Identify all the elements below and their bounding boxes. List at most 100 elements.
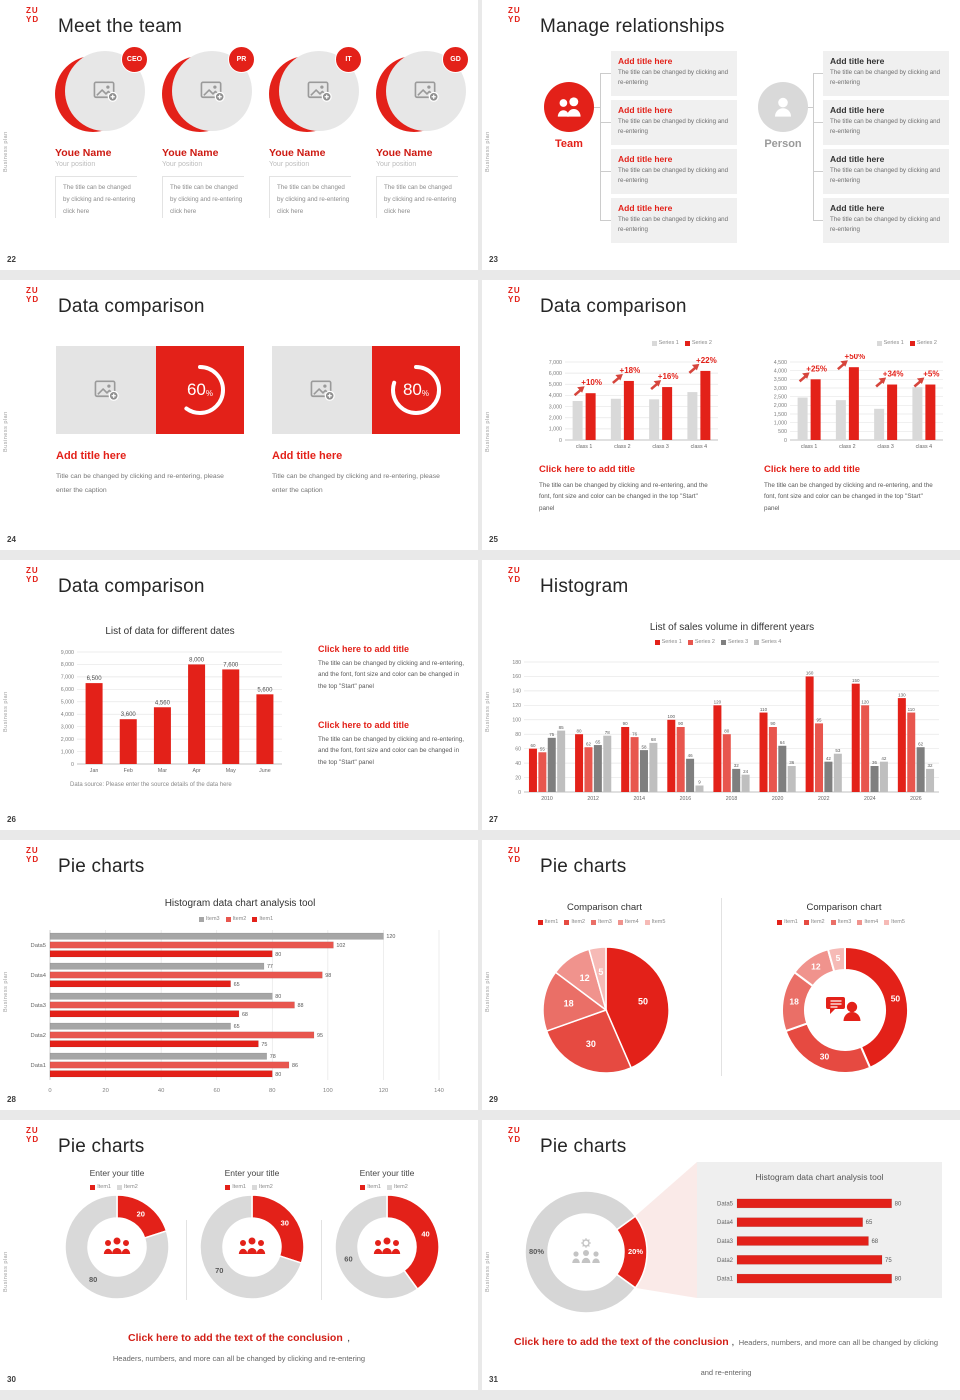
- legend-label: Series 1: [661, 639, 682, 645]
- slide-29[interactable]: ZU YD Business plan Pie charts Comparison…: [482, 840, 960, 1110]
- item-body: The title can be changed by clicking and…: [618, 167, 729, 184]
- svg-text:53: 53: [835, 748, 841, 753]
- svg-text:102: 102: [336, 943, 345, 949]
- svg-text:class 1: class 1: [576, 444, 593, 450]
- svg-text:1,000: 1,000: [774, 420, 787, 426]
- svg-text:98: 98: [325, 973, 331, 979]
- svg-text:6,500: 6,500: [87, 676, 103, 682]
- svg-text:+50%: +50%: [845, 354, 866, 361]
- svg-text:class 3: class 3: [877, 444, 894, 450]
- zuyd-logo: ZU YD: [26, 1126, 39, 1144]
- item-title: Add title here: [618, 203, 673, 213]
- zuyd-logo: ZU YD: [26, 6, 39, 24]
- slide-28[interactable]: ZU YD Business plan Pie charts Histogram …: [0, 840, 478, 1110]
- svg-text:120: 120: [714, 700, 722, 705]
- svg-text:64: 64: [780, 740, 786, 745]
- progress-ring: [385, 365, 447, 425]
- image-placeholder-icon: [93, 79, 118, 103]
- legend-key: [654, 639, 660, 645]
- logo-line: YD: [508, 294, 522, 304]
- relationship-item[interactable]: Add title here The title can be changed b…: [823, 149, 949, 194]
- slide-31[interactable]: ZU YD Business plan Pie charts 20% 80% His…: [482, 1120, 960, 1390]
- svg-text:12: 12: [580, 973, 590, 983]
- side-label: Business plan: [485, 691, 491, 732]
- slide-23[interactable]: ZU YD Business plan Manage relationships …: [482, 0, 960, 270]
- logo-line: YD: [508, 1134, 522, 1144]
- connector-line: [813, 122, 823, 123]
- svg-text:30: 30: [586, 1039, 596, 1049]
- svg-text:180: 180: [512, 660, 521, 666]
- slide-26[interactable]: ZU YD Business plan Data comparison List …: [0, 560, 478, 830]
- svg-text:90: 90: [678, 721, 684, 726]
- chart-legend: Item1 Item2: [48, 1184, 186, 1190]
- legend-key: [754, 639, 760, 645]
- relationship-item[interactable]: Add title here The title can be changed b…: [823, 198, 949, 243]
- svg-text:50: 50: [891, 994, 901, 1004]
- legend-label: Series 3: [728, 639, 749, 645]
- avatar[interactable]: IT: [269, 46, 362, 136]
- connector-line: [600, 73, 601, 220]
- divider: [186, 1220, 187, 1300]
- svg-text:32: 32: [928, 763, 934, 768]
- svg-text:65: 65: [234, 1024, 240, 1030]
- svg-text:7,000: 7,000: [61, 675, 74, 681]
- legend-key: [777, 919, 783, 925]
- slide-title: Data comparison: [58, 576, 205, 597]
- svg-text:2010: 2010: [541, 796, 553, 802]
- conclusion: Click here to add the text of the conclu…: [10, 1328, 468, 1363]
- svg-text:12: 12: [811, 962, 821, 972]
- slide-30[interactable]: ZU YD Business plan Pie charts Enter your…: [0, 1120, 478, 1390]
- svg-text:110: 110: [908, 707, 916, 712]
- connector-line: [594, 107, 600, 108]
- item-title: Add title here: [618, 154, 673, 164]
- chart-caption: Data source: Please enter the source det…: [70, 782, 232, 788]
- svg-text:36: 36: [789, 760, 795, 765]
- item-body: The title can be changed by clicking and…: [830, 69, 941, 86]
- relationship-item[interactable]: Add title here The title can be changed b…: [823, 51, 949, 96]
- image-placeholder: [272, 346, 372, 434]
- zuyd-logo: ZU YD: [508, 846, 521, 864]
- legend-key: [225, 916, 231, 922]
- relationship-item[interactable]: Add title here The title can be changed b…: [611, 100, 737, 145]
- legend-key: [252, 1184, 257, 1190]
- svg-text:Data3: Data3: [717, 1239, 734, 1245]
- avatar[interactable]: GD: [376, 46, 469, 136]
- data-card[interactable]: 60%: [56, 346, 244, 434]
- legend-label: Item5: [651, 919, 666, 925]
- svg-text:Data5: Data5: [717, 1201, 734, 1207]
- slide-22[interactable]: ZU YD Business plan Meet the team CEO You…: [0, 0, 478, 270]
- slide-25[interactable]: ZU YD Business plan Data comparison Serie…: [482, 280, 960, 550]
- avatar[interactable]: PR: [162, 46, 255, 136]
- item-body: The title can be changed by clicking and…: [618, 69, 729, 86]
- svg-text:120: 120: [861, 700, 869, 705]
- legend-key: [117, 1184, 122, 1190]
- slide-27[interactable]: ZU YD Business plan Histogram List of sal…: [482, 560, 960, 830]
- svg-text:June: June: [259, 768, 271, 774]
- team-member: PR Youe Name Your position The title can…: [162, 46, 255, 219]
- svg-text:Data2: Data2: [31, 1033, 46, 1039]
- relationship-item[interactable]: Add title here The title can be changed b…: [823, 100, 949, 145]
- legend-label: Series 2: [916, 340, 937, 346]
- relationship-item[interactable]: Add title here The title can be changed b…: [611, 51, 737, 96]
- legend-label: Series 1: [658, 340, 679, 346]
- slide-title: Pie charts: [540, 856, 627, 877]
- bar-chart: 0 500 1,000 1,500 2,000 2,500 3,000 3,500 4,000 4…: [762, 352, 947, 459]
- card-body: Title can be changed by clicking and re-…: [272, 473, 440, 495]
- avatar[interactable]: CEO: [55, 46, 148, 136]
- svg-text:75: 75: [261, 1042, 267, 1048]
- legend-label: Item1: [97, 1184, 111, 1190]
- svg-text:May: May: [226, 768, 236, 774]
- svg-text:42: 42: [881, 756, 887, 761]
- chart-legend: Item1 Item2 Item3 Item4 Item5: [522, 919, 687, 925]
- relationship-item[interactable]: Add title here The title can be changed b…: [611, 198, 737, 243]
- connector-line: [808, 107, 813, 108]
- svg-text:2014: 2014: [634, 796, 646, 802]
- block-title: Click here to add title: [764, 464, 861, 475]
- data-card[interactable]: 80%: [272, 346, 460, 434]
- percent-value: 60%: [186, 380, 214, 399]
- relationship-item[interactable]: Add title here The title can be changed b…: [611, 149, 737, 194]
- svg-text:1,500: 1,500: [774, 412, 787, 418]
- percent-value: 80%: [402, 380, 430, 399]
- slide-24[interactable]: ZU YD Business plan Data comparison 60% A…: [0, 280, 478, 550]
- percent-tile: 60%: [156, 346, 244, 434]
